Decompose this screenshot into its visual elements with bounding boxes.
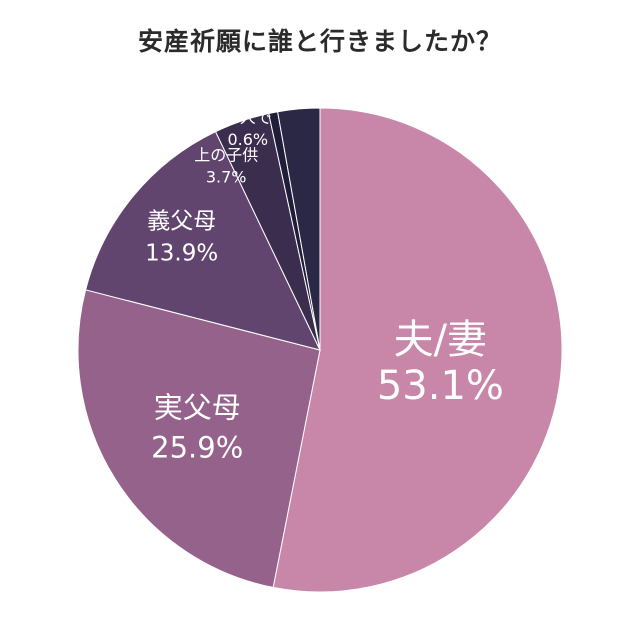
slice-value-1: 53.1% (377, 363, 504, 409)
slice-value-3: 13.9% (145, 240, 218, 266)
slice-value-2: 25.9% (151, 431, 243, 465)
pie-slice-3 (84, 131, 321, 351)
pie-slice-other (277, 107, 321, 351)
slice-value-5: 0.6% (227, 130, 268, 149)
slice-label-1: 夫/妻 (394, 317, 487, 363)
chart-title: 安産祈願に誰と行きましたか？ (137, 27, 502, 56)
pie-labels: 夫/妻53.1% 実父母 25.9% 義父母 13.9% 上の子供 3.7% 一人で 0.6% (145, 108, 504, 465)
slice-label-2: 実父母 (154, 391, 241, 425)
slice-label-3: 義父母 (147, 208, 216, 234)
slice-label-4: 上の子供 (194, 145, 258, 164)
slice-value-4: 3.7% (206, 167, 247, 186)
pie-slice-2 (77, 289, 321, 589)
pie-slice-1 (272, 107, 563, 593)
slice-label-5: 一人で (224, 108, 272, 127)
pie-slices (77, 107, 563, 593)
